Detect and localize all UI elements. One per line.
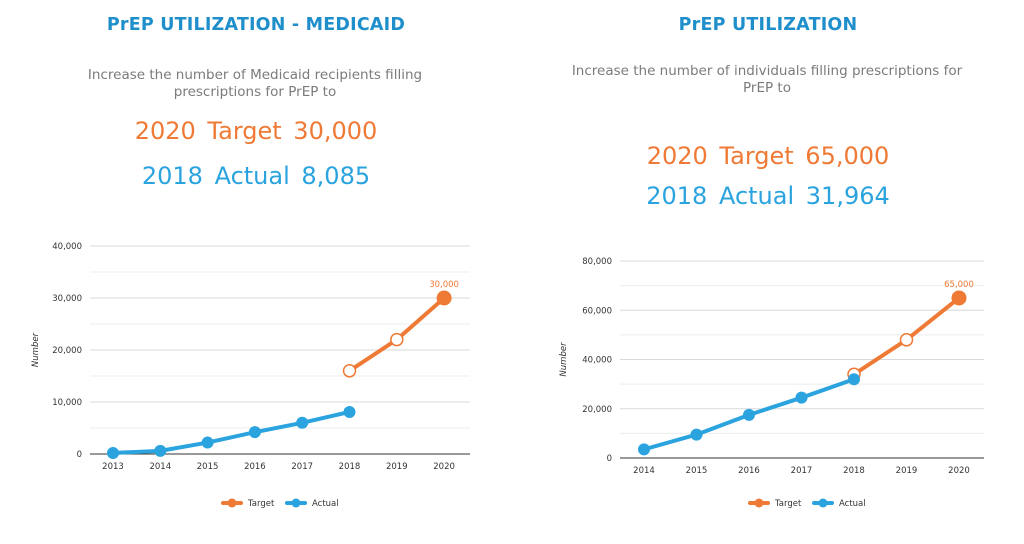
x-tick-label: 2017 xyxy=(791,466,813,476)
data-point-target xyxy=(899,333,914,347)
panel-description: Increase the number of individuals filli… xyxy=(552,63,982,97)
y-tick-label: 0 xyxy=(77,450,82,460)
data-point-actual xyxy=(690,428,703,441)
target-value: 2020 Target 30,000 xyxy=(134,117,378,145)
description-line: Increase the number of Medicaid recipien… xyxy=(87,67,423,83)
x-tick-label: 2016 xyxy=(738,466,760,476)
description-line: prescriptions for PrEP to xyxy=(173,84,337,100)
data-point-target xyxy=(342,364,357,378)
data-label: 65,000 xyxy=(944,280,974,290)
legend: Target Actual xyxy=(221,498,339,509)
x-tick-label: 2017 xyxy=(291,462,313,472)
x-tick-label: 2018 xyxy=(843,466,865,476)
y-tick-label: 20,000 xyxy=(52,346,82,356)
data-point-target xyxy=(436,290,452,306)
panel-medicaid: PrEP UTILIZATION - MEDICAID Increase the… xyxy=(31,15,470,509)
y-tick-label: 80,000 xyxy=(582,257,612,267)
y-tick-label: 60,000 xyxy=(582,306,612,316)
x-tick-label: 2014 xyxy=(633,466,655,476)
y-tick-label: 40,000 xyxy=(52,242,82,252)
data-point-actual xyxy=(107,446,119,459)
x-tick-label: 2020 xyxy=(948,466,970,476)
data-point-actual xyxy=(201,436,214,449)
data-point-actual xyxy=(638,443,650,456)
y-tick-label: 20,000 xyxy=(582,405,612,415)
legend-label: Target xyxy=(774,499,802,509)
y-tick-label: 40,000 xyxy=(582,356,612,366)
data-point-actual xyxy=(343,405,356,418)
target-value: 2020 Target 65,000 xyxy=(646,142,890,170)
panel-description: Increase the number of Medicaid recipien… xyxy=(40,67,470,101)
actual-value: 2018 Actual 31,964 xyxy=(646,182,890,210)
data-point-actual xyxy=(248,426,261,439)
y-axis-label: Number xyxy=(31,332,41,367)
x-tick-label: 2019 xyxy=(386,462,408,472)
legend-swatch-marker xyxy=(227,498,237,508)
x-tick-label: 2020 xyxy=(433,462,455,472)
panel-title: PrEP UTILIZATION xyxy=(678,15,858,35)
data-point-actual xyxy=(154,444,167,457)
legend-swatch-marker xyxy=(754,498,764,508)
line-chart-overall: 0 20,000 40,000 60,000 80,000 2014 2015 2016 201… xyxy=(559,257,984,509)
description-line: Increase the number of individuals filli… xyxy=(571,63,963,79)
description-line: PrEP to xyxy=(743,80,791,96)
x-tick-label: 2014 xyxy=(149,462,171,472)
y-axis-label: Number xyxy=(559,342,569,377)
series-line-actual xyxy=(111,409,352,455)
data-label: 30,000 xyxy=(429,280,459,290)
y-tick-label: 0 xyxy=(607,454,612,464)
line-chart-medicaid: 0 10,000 20,000 30,000 40,000 2013 2014 2015 201… xyxy=(31,242,470,509)
y-tick-label: 10,000 xyxy=(52,398,82,408)
data-point-target xyxy=(390,332,404,347)
legend-swatch-marker xyxy=(818,498,828,508)
x-tick-label: 2015 xyxy=(197,462,219,472)
data-point-actual xyxy=(743,408,755,421)
legend-label: Actual xyxy=(312,499,339,509)
y-tick-label: 30,000 xyxy=(52,294,82,304)
data-point-actual xyxy=(795,391,808,404)
x-tick-label: 2019 xyxy=(896,466,918,476)
legend-swatch-marker xyxy=(291,498,301,508)
x-tick-label: 2015 xyxy=(686,466,708,476)
actual-value: 2018 Actual 8,085 xyxy=(141,162,371,190)
x-tick-label: 2016 xyxy=(244,462,266,472)
legend-label: Actual xyxy=(839,499,866,509)
panel-overall: PrEP UTILIZATION Increase the number of … xyxy=(512,0,1024,544)
panel-title: PrEP UTILIZATION - MEDICAID xyxy=(106,15,406,35)
data-point-actual xyxy=(848,373,860,386)
legend: Target Actual xyxy=(748,498,866,509)
data-point-actual xyxy=(296,416,309,429)
data-point-target xyxy=(951,290,967,306)
x-tick-label: 2013 xyxy=(102,462,124,472)
legend-label: Target xyxy=(247,499,275,509)
x-tick-label: 2018 xyxy=(339,462,361,472)
